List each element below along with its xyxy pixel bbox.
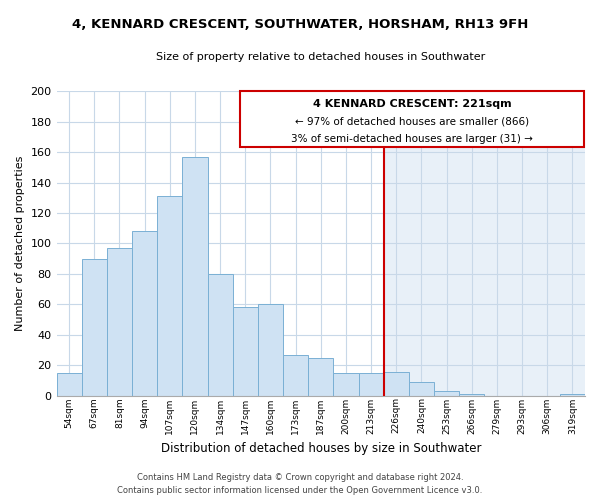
X-axis label: Distribution of detached houses by size in Southwater: Distribution of detached houses by size … xyxy=(161,442,481,455)
Bar xyxy=(56,373,82,396)
Text: ← 97% of detached houses are smaller (866): ← 97% of detached houses are smaller (86… xyxy=(295,117,529,127)
Bar xyxy=(283,354,308,396)
Bar xyxy=(157,196,182,396)
Bar xyxy=(383,372,409,396)
Bar xyxy=(208,274,233,396)
Text: 4 KENNARD CRESCENT: 221sqm: 4 KENNARD CRESCENT: 221sqm xyxy=(313,98,511,108)
Title: Size of property relative to detached houses in Southwater: Size of property relative to detached ho… xyxy=(156,52,485,62)
Bar xyxy=(132,232,157,396)
Text: 3% of semi-detached houses are larger (31) →: 3% of semi-detached houses are larger (3… xyxy=(291,134,533,143)
FancyBboxPatch shape xyxy=(240,91,584,148)
Bar xyxy=(409,382,434,396)
Bar xyxy=(82,258,107,396)
Bar xyxy=(308,358,334,396)
Bar xyxy=(334,373,359,396)
Bar xyxy=(107,248,132,396)
Bar xyxy=(182,156,208,396)
Y-axis label: Number of detached properties: Number of detached properties xyxy=(15,156,25,331)
Bar xyxy=(359,373,383,396)
Bar xyxy=(560,394,585,396)
Bar xyxy=(233,308,258,396)
Bar xyxy=(434,392,459,396)
Text: Contains HM Land Registry data © Crown copyright and database right 2024.
Contai: Contains HM Land Registry data © Crown c… xyxy=(118,474,482,495)
Bar xyxy=(383,91,585,396)
Bar xyxy=(459,394,484,396)
Bar xyxy=(258,304,283,396)
Text: 4, KENNARD CRESCENT, SOUTHWATER, HORSHAM, RH13 9FH: 4, KENNARD CRESCENT, SOUTHWATER, HORSHAM… xyxy=(72,18,528,30)
